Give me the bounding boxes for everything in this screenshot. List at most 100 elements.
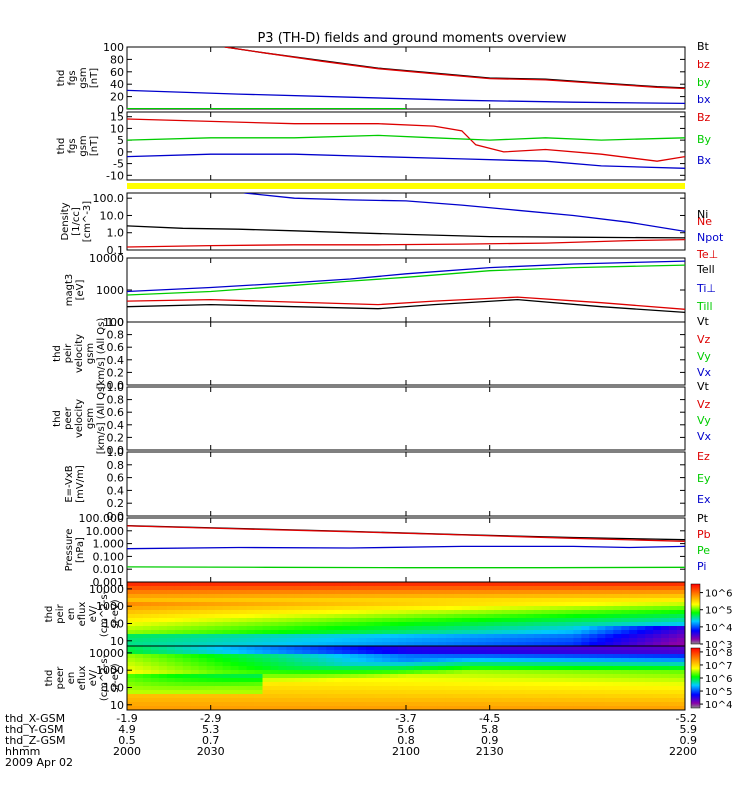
fgs_gsm-legend-entry: by (697, 76, 711, 89)
ion_eflux-spectrogram-cell (605, 598, 614, 603)
electron_eflux-spectrogram-cell (565, 646, 574, 651)
ion_eflux-spectrogram-cell (206, 602, 216, 607)
ion_eflux-spectrogram-cell (374, 614, 383, 619)
ion_eflux-spectrogram-cell (246, 610, 255, 615)
ion_eflux-spectrogram-cell (222, 590, 232, 595)
density-legend-entry: Ni (697, 208, 708, 221)
ion_eflux-spectrogram-cell (557, 626, 566, 631)
ion_eflux-spectrogram-cell (613, 598, 622, 603)
electron_eflux-spectrogram-cell (533, 682, 542, 687)
electron_eflux-spectrogram-cell (581, 666, 590, 671)
electron_eflux-spectrogram-cell (182, 702, 192, 707)
electron_eflux-spectrogram-cell (525, 690, 534, 695)
electron_eflux-spectrogram-cell (382, 654, 391, 659)
electron_eflux-spectrogram-cell (150, 702, 160, 707)
ion_eflux-spectrogram-cell (477, 618, 487, 623)
ion_eflux-spectrogram-cell (509, 642, 518, 647)
electron_eflux-spectrogram-cell (246, 662, 255, 667)
ion_eflux-spectrogram-cell (294, 598, 303, 603)
electron_eflux-spectrogram-cell (581, 658, 590, 663)
ion_eflux-spectrogram-cell (453, 642, 463, 647)
electron_eflux-spectrogram-cell (158, 662, 168, 667)
ion_eflux-spectrogram-cell (398, 614, 407, 619)
ion_eflux-spectrogram-cell (350, 614, 359, 619)
ion_eflux-spectrogram-cell (645, 586, 654, 591)
pressure-ytick-label: 0.100 (93, 550, 125, 563)
ion_eflux-spectrogram-cell (342, 610, 351, 615)
ion_eflux-spectrogram-cell (238, 610, 247, 615)
electron_eflux-spectrogram-cell (621, 654, 630, 659)
electron_eflux-spectrogram-cell (669, 706, 678, 711)
ion_eflux-spectrogram-cell (382, 594, 391, 599)
ion_eflux-spectrogram-cell (557, 586, 566, 591)
electron_eflux-ytick-label: 100 (103, 681, 124, 694)
electron_eflux-spectrogram-cell (398, 654, 407, 659)
ion_eflux-spectrogram-cell (358, 614, 367, 619)
electron_eflux-spectrogram-cell (390, 706, 399, 711)
electron_eflux-spectrogram-cell (382, 682, 391, 687)
electron_eflux-spectrogram-cell (645, 682, 654, 687)
ion_eflux-spectrogram-cell (525, 590, 534, 595)
electron_eflux-spectrogram-cell (485, 682, 495, 687)
electron_eflux-spectrogram-cell (142, 698, 152, 703)
electron_eflux-spectrogram-cell (350, 694, 359, 699)
electron_eflux-spectrogram-cell (629, 654, 638, 659)
ion_eflux-spectrogram-cell (493, 594, 503, 599)
ion_eflux-spectrogram-cell (485, 586, 495, 591)
ion_eflux-spectrogram-cell (214, 630, 224, 635)
ion_eflux-spectrogram-cell (198, 642, 208, 647)
temps-ylabel-line: magt3 (64, 274, 75, 307)
ion_eflux-spectrogram-cell (390, 610, 399, 615)
electron_eflux-spectrogram-cell (621, 658, 630, 663)
ion_eflux-spectrogram-cell (605, 594, 614, 599)
ion_eflux-spectrogram-cell (413, 590, 423, 595)
ion_eflux-spectrogram-cell (581, 630, 590, 635)
ion_eflux-spectrogram-cell (541, 638, 550, 643)
ion_eflux-spectrogram-cell (278, 626, 287, 631)
electron_eflux-spectrogram-cell (565, 702, 574, 707)
ion_eflux-spectrogram-cell (413, 638, 423, 643)
ion_eflux-spectrogram-cell (453, 618, 463, 623)
electron_eflux-spectrogram-cell (358, 686, 367, 691)
electron_eflux-spectrogram-cell (366, 706, 375, 711)
electron_eflux-spectrogram-cell (549, 650, 558, 655)
electron_eflux-spectrogram-cell (493, 650, 503, 655)
electron_eflux-spectrogram-cell (557, 650, 566, 655)
electron_eflux-spectrogram-cell (501, 706, 511, 711)
ion_eflux-spectrogram-cell (127, 638, 136, 643)
electron_eflux-spectrogram-cell (549, 666, 558, 671)
ion_eflux-spectrogram-cell (669, 622, 678, 627)
ion_eflux-spectrogram-cell (382, 598, 391, 603)
ion_eflux-spectrogram-cell (501, 614, 511, 619)
electron_eflux-spectrogram-cell (278, 674, 287, 679)
pressure-ytick-label: 10.000 (86, 525, 125, 538)
electron_eflux-spectrogram-cell (390, 646, 399, 651)
electron_eflux-spectrogram-cell (429, 658, 439, 663)
ion_eflux-spectrogram-cell (629, 618, 638, 623)
ion_eflux-spectrogram-cell (366, 618, 375, 623)
ion_eflux-spectrogram-cell (134, 614, 144, 619)
electron_eflux-spectrogram-cell (453, 650, 463, 655)
electron_eflux-spectrogram-cell (182, 694, 192, 699)
ion_eflux-spectrogram-cell (366, 590, 375, 595)
ion_eflux-spectrogram-cell (174, 622, 184, 627)
ion_eflux-spectrogram-cell (206, 594, 216, 599)
ion_eflux-spectrogram-cell (421, 610, 431, 615)
ion_eflux-spectrogram-cell (350, 606, 359, 611)
electron_eflux-spectrogram-cell (413, 686, 423, 691)
electron_eflux-spectrogram-cell (270, 666, 279, 671)
fgs_gse-series-line (127, 153, 685, 169)
ion_eflux-spectrogram-cell (326, 590, 335, 595)
ion_eflux-spectrogram-cell (334, 602, 343, 607)
ion_eflux-spectrogram-cell (589, 618, 598, 623)
electron_eflux-spectrogram-cell (413, 646, 423, 651)
electron_eflux-spectrogram-cell (150, 682, 160, 687)
ion_eflux-spectrogram-cell (326, 598, 335, 603)
electron_eflux-spectrogram-cell (286, 682, 295, 687)
electron_eflux-spectrogram-cell (541, 686, 550, 691)
electron_eflux-spectrogram-cell (461, 698, 471, 703)
ion_eflux-spectrogram-cell (127, 606, 136, 611)
electron_eflux-spectrogram-cell (286, 686, 295, 691)
ion_eflux-spectrogram-cell (206, 630, 216, 635)
